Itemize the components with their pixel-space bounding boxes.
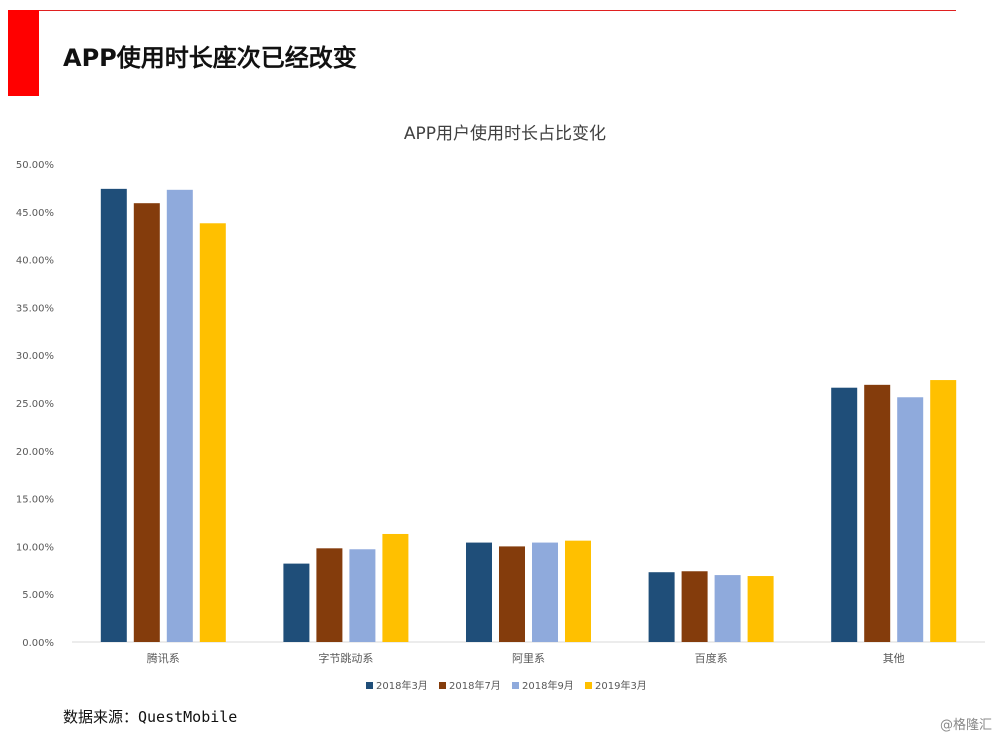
bar	[864, 384, 891, 642]
chart-title: APP用户使用时长占比变化	[404, 123, 606, 144]
watermark: @格隆汇	[939, 718, 992, 733]
y-tick-label: 35.00%	[16, 303, 54, 314]
legend-swatch	[439, 682, 446, 689]
x-tick-label: 百度系	[695, 651, 728, 665]
x-tick-label: 其他	[883, 652, 905, 665]
bar	[316, 548, 343, 642]
bar	[747, 576, 774, 642]
bar	[648, 572, 675, 642]
legend-label: 2019年3月	[595, 679, 647, 692]
bar	[681, 571, 708, 642]
y-tick-label: 10.00%	[16, 542, 54, 553]
bar	[532, 542, 558, 642]
bar	[466, 542, 492, 642]
slide-title: APP使用时长座次已经改变	[63, 44, 357, 72]
bar	[565, 540, 591, 642]
bar	[133, 203, 160, 643]
accent-bar	[8, 10, 39, 96]
y-tick-label: 50.00%	[16, 160, 54, 171]
bars-group	[100, 188, 957, 643]
legend-label: 2018年7月	[449, 679, 501, 692]
legend-swatch	[585, 682, 592, 689]
y-tick-label: 30.00%	[16, 351, 54, 362]
legend-swatch	[366, 682, 373, 689]
header-rule	[38, 10, 956, 11]
y-tick-label: 5.00%	[22, 590, 54, 601]
x-tick-label: 腾讯系	[147, 651, 180, 665]
legend-label: 2018年3月	[376, 679, 428, 692]
bar	[714, 575, 741, 642]
y-tick-label: 25.00%	[16, 399, 54, 410]
legend: 2018年3月 2018年7月 2018年9月 2019年3月	[366, 679, 647, 692]
x-tick-label: 字节跳动系	[318, 651, 373, 665]
bar	[199, 223, 226, 642]
bar	[930, 380, 957, 642]
y-axis-ticks: 0.00% 5.00% 10.00% 15.00% 20.00% 25.00% 30.00%…	[16, 160, 54, 649]
y-tick-label: 45.00%	[16, 208, 54, 219]
legend-label: 2018年9月	[522, 679, 574, 692]
bar	[349, 549, 376, 642]
bar	[499, 546, 525, 642]
y-tick-label: 15.00%	[16, 495, 54, 506]
y-tick-label: 0.00%	[22, 638, 54, 649]
bar	[382, 533, 409, 642]
x-axis-labels: 腾讯系 字节跳动系 阿里系 百度系 其他	[147, 651, 905, 665]
bar	[100, 188, 127, 642]
data-source: 数据来源：QuestMobile	[63, 708, 238, 726]
y-tick-label: 40.00%	[16, 256, 54, 267]
bar	[897, 397, 924, 642]
bar	[831, 387, 858, 642]
y-tick-label: 20.00%	[16, 447, 54, 458]
bar	[166, 189, 193, 642]
legend-swatch	[512, 682, 519, 689]
x-tick-label: 阿里系	[512, 652, 545, 665]
bar	[283, 563, 310, 642]
